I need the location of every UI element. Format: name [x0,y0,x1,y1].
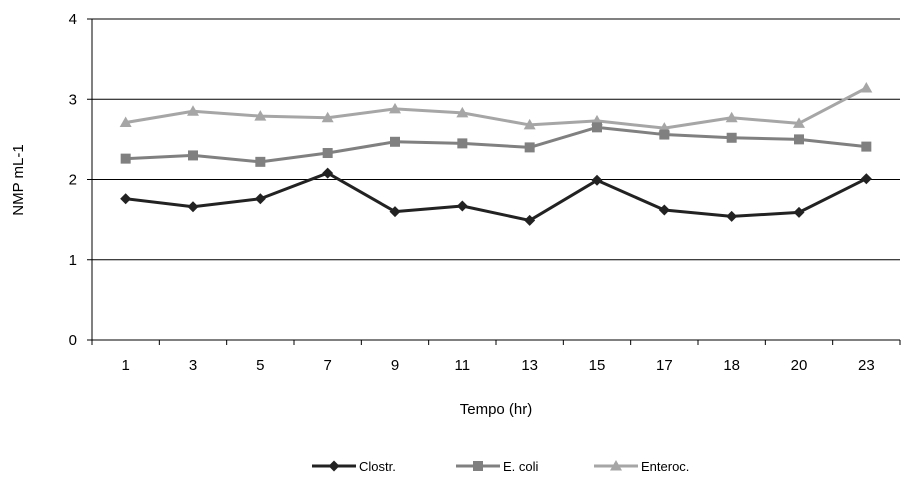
y-tick-label: 0 [69,332,77,349]
data-point [187,201,199,213]
x-tick-label: 3 [189,357,197,374]
data-point [591,174,603,186]
y-tick-labels: 0 1 2 3 4 [69,11,77,349]
data-point [860,82,873,93]
legend-item: Clostr. [312,459,396,474]
y-axis-title: NMP mL-1 [10,144,27,215]
x-tick-labels: 1 3 5 7 9 11 13 15 17 18 20 23 [121,357,874,374]
data-point [457,138,468,149]
data-point [389,102,401,114]
data-point [726,210,738,222]
data-point [658,204,670,216]
x-tick-label: 23 [858,357,875,374]
legend-marker [610,460,622,471]
x-tick-label: 7 [323,357,331,374]
series-group [119,82,873,226]
legend-label: E. coli [503,459,539,474]
data-point [322,148,333,159]
legend-label: Enteroc. [641,459,689,474]
data-point [255,156,266,167]
gridlines [92,18,900,261]
data-point [120,153,131,164]
series-enteroc [119,82,873,133]
data-point [254,110,267,121]
data-point [860,173,872,185]
series-line [125,125,867,164]
y-tick-label: 3 [69,91,77,108]
legend-marker [328,460,340,472]
y-tick-label: 2 [69,172,77,189]
legend-label: Clostr. [359,459,396,474]
data-point [456,106,469,118]
data-point [119,116,132,128]
data-point [592,122,602,133]
data-point [524,214,536,226]
data-point [389,206,401,218]
x-tick-label: 17 [656,357,673,374]
y-tick-label: 1 [69,252,77,269]
data-point [726,132,737,143]
data-point [523,118,536,130]
data-point [524,142,535,153]
x-tick-label: 9 [391,357,399,374]
data-point [659,129,670,140]
legend-item: E. coli [456,459,539,474]
series-line [125,171,868,222]
legend-item: Enteroc. [594,459,689,474]
x-tick-label: 20 [791,357,808,374]
y-tick-label: 4 [69,11,77,28]
series-e-coli [120,122,872,167]
data-point [794,134,804,145]
series-clostr [120,167,872,226]
data-point [861,141,872,152]
series-line [125,86,868,130]
x-tick-label: 11 [455,357,471,374]
data-point [322,167,334,179]
axes [87,18,901,345]
x-tick-label: 18 [723,357,740,374]
legend: Clostr. E. coli Enteroc. [312,459,689,474]
data-point [456,200,468,212]
data-point [321,111,334,123]
data-point [188,150,198,161]
data-point [390,136,400,147]
x-tick-label: 13 [521,357,538,374]
legend-marker [473,461,483,471]
x-tick-label: 5 [256,357,264,374]
data-point [725,111,738,123]
x-tick-label: 15 [589,357,606,374]
data-point [793,117,805,128]
x-tick-label: 1 [121,357,129,374]
data-point [793,206,805,218]
data-point [120,193,132,205]
data-point [254,193,266,205]
data-point [187,105,199,116]
x-axis-title: Tempo (hr) [460,401,533,418]
